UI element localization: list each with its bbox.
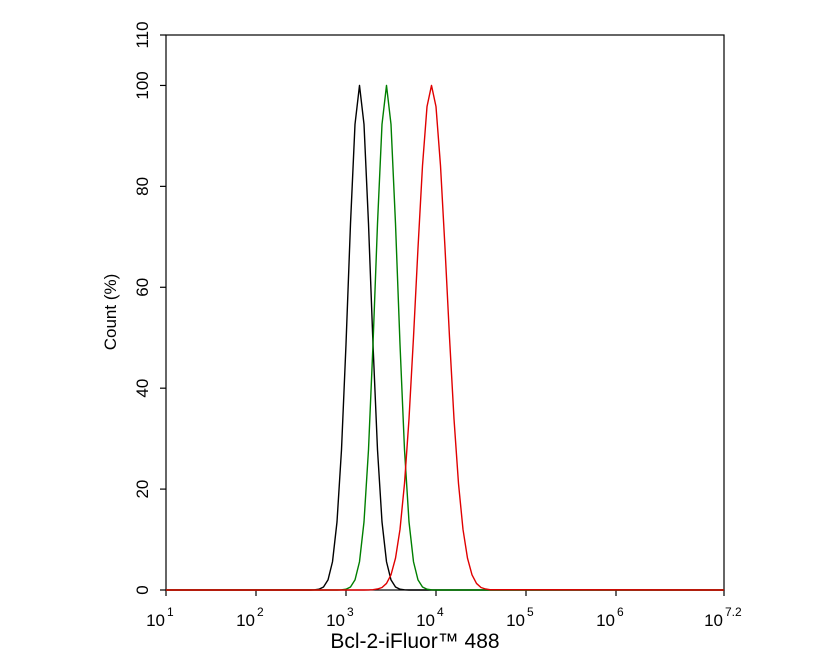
x-tick-exponent: 5	[527, 605, 534, 619]
x-tick-base: 10	[326, 611, 345, 630]
histogram-line	[166, 84, 724, 591]
y-tick-label: 40	[133, 379, 152, 398]
x-tick-base: 10	[506, 611, 525, 630]
x-tick-base: 10	[704, 611, 723, 630]
x-tick-exponent: 7.2	[725, 605, 742, 619]
histogram-line	[166, 84, 724, 591]
x-tick-exponent: 1	[167, 605, 174, 619]
y-tick-label: 20	[133, 480, 152, 499]
y-tick-label: 110	[133, 21, 152, 48]
y-tick-label: 100	[133, 71, 152, 99]
y-tick-label: 0	[133, 585, 152, 594]
x-tick-exponent: 4	[437, 605, 444, 619]
y-tick-label: 80	[133, 177, 152, 196]
x-tick-base: 10	[416, 611, 435, 630]
y-tick-label: 60	[133, 278, 152, 297]
x-tick-exponent: 6	[617, 605, 624, 619]
y-axis-label: Count (%)	[101, 274, 120, 351]
x-tick-exponent: 2	[257, 605, 264, 619]
x-tick-exponent: 3	[347, 605, 354, 619]
x-tick-base: 10	[596, 611, 615, 630]
x-axis-label: Bcl-2-iFluor™ 488	[330, 630, 499, 653]
plot-frame	[165, 34, 725, 591]
histogram-line	[166, 84, 725, 591]
x-tick-base: 10	[146, 611, 165, 630]
x-tick-base: 10	[236, 611, 255, 630]
